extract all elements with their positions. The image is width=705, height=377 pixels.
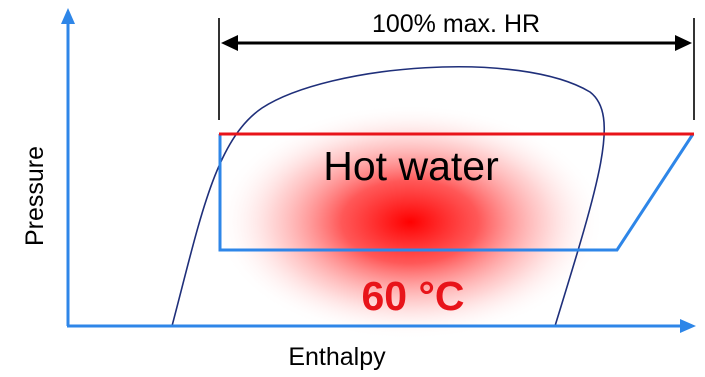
region-label: Hot water bbox=[323, 143, 498, 189]
y-axis-arrowhead bbox=[61, 8, 75, 24]
temperature-label: 60 °C bbox=[361, 273, 464, 319]
y-axis-label: Pressure bbox=[21, 146, 49, 246]
x-axis-label: Enthalpy bbox=[288, 343, 386, 371]
span-label: 100% max. HR bbox=[372, 10, 540, 38]
refrigeration-cycle-path bbox=[218, 133, 695, 252]
saturation-dome-curve bbox=[171, 65, 605, 327]
x-axis-arrowhead bbox=[680, 319, 696, 333]
dimension-arrowhead-right bbox=[675, 35, 692, 51]
heat-glow bbox=[215, 104, 605, 340]
dimension-arrowhead-left bbox=[221, 35, 238, 51]
